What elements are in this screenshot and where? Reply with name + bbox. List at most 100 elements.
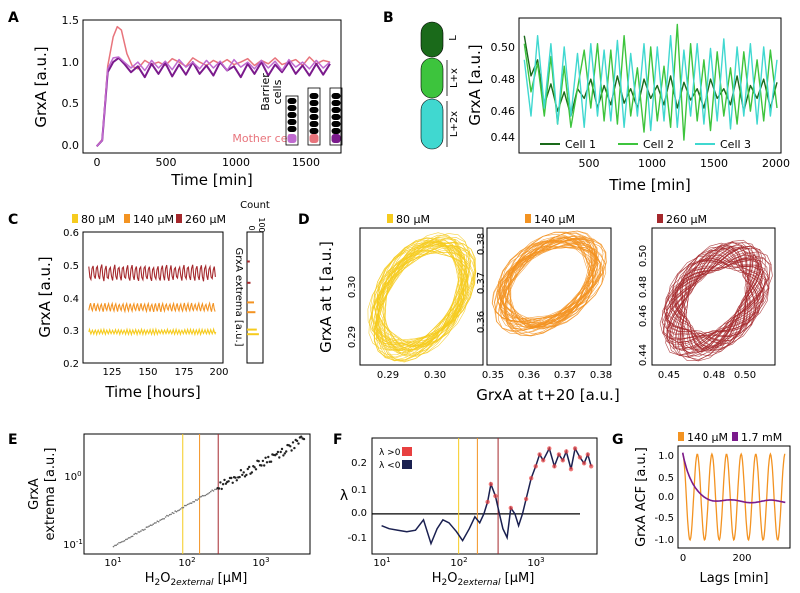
inset-barrier-label-1: Barrier	[259, 73, 272, 111]
f-lambda-positive-point	[485, 499, 490, 505]
inset-barrier-cell	[287, 112, 297, 118]
e-point	[243, 475, 247, 478]
f-lambda-positive-point	[533, 464, 538, 469]
e-point	[230, 476, 233, 480]
cell-l-plus-2x	[420, 98, 444, 150]
inset-barrier-cell	[331, 128, 341, 134]
d3-trajectory	[668, 248, 759, 343]
panel-f-axes	[371, 437, 598, 555]
panel-f-plot	[372, 438, 594, 554]
e-point	[138, 531, 141, 533]
e-point	[140, 530, 142, 532]
a-xtick-2: 1000	[222, 156, 250, 169]
c-legend-label-3: 260 μM	[185, 213, 226, 226]
d2-xtick-1: 0.36	[518, 370, 540, 381]
f-lambda-positive-point	[529, 476, 534, 481]
d3-trajectory	[679, 258, 767, 354]
d1-trajectory	[375, 242, 461, 345]
f-legend-label-2: λ <0	[379, 461, 401, 471]
e-point	[166, 514, 168, 517]
e-ylabel-1: GrxA	[27, 478, 42, 510]
d2-ytick-1: 0.37	[476, 272, 487, 294]
f-lambda-positive-point	[552, 464, 557, 469]
panel-c-ticks: 0.6 0.5 0.4 0.3 0.2 125 150 175 200	[63, 228, 228, 378]
inset-barrier-cell	[331, 93, 341, 99]
d3-trajectory	[664, 244, 752, 342]
inset-cell-columns	[285, 87, 343, 146]
c-hist-bar-1	[247, 333, 259, 336]
e-point	[263, 464, 266, 467]
d3-ytick-0: 0.44	[638, 344, 649, 366]
c-ytick-2: 0.4	[63, 294, 79, 305]
d3-trajectory	[669, 251, 759, 349]
b-series-3	[523, 35, 778, 132]
e-point	[173, 512, 175, 515]
c-hist-ylabel: GrxA extrema [a.u.]	[233, 247, 244, 346]
d2-trajectory	[505, 244, 598, 328]
d3-ytick-2: 0.48	[638, 276, 649, 298]
d1-trajectory	[369, 237, 471, 357]
d-xlabel: GrxA at t+20 [a.u.]	[476, 386, 619, 404]
e-point	[153, 522, 156, 524]
a-ytick-3: 1.5	[62, 14, 80, 27]
e-point	[184, 504, 186, 507]
inset-mother-cell-1	[287, 134, 297, 143]
panel-a-ticks: 0.0 0.5 1.0 1.5 0 500 1000 1500	[62, 14, 321, 169]
d2-trajectory	[510, 245, 598, 328]
d3-trajectory	[662, 242, 756, 342]
b-series-2	[523, 23, 778, 141]
e-point	[289, 445, 292, 448]
c-hist-bar-4	[247, 301, 254, 304]
f-ytick-3: 0.2	[351, 458, 367, 469]
panel-label-g: G	[612, 432, 624, 448]
g-legend-label-2: 1.7 mM	[741, 431, 782, 444]
panel-d-loops	[367, 230, 773, 363]
d1-xtick-1: 0.30	[424, 370, 446, 381]
c-hist-title: Count	[240, 200, 270, 211]
g-xtick-0: 0	[680, 553, 686, 564]
g-legend-label-1: 140 μM	[687, 431, 728, 444]
e-point	[192, 501, 194, 503]
a-xtick-3: 1500	[292, 156, 320, 169]
panel-c-histogram-axes	[246, 231, 264, 364]
d2-xtick-0: 0.35	[482, 370, 504, 381]
e-point	[185, 504, 187, 507]
d-subplot-2-axes	[486, 227, 612, 366]
c-series-1	[88, 327, 217, 337]
e-point	[144, 528, 146, 531]
panel-e-plot	[112, 434, 306, 554]
panel-g-legend: 140 μM 1.7 mM	[678, 431, 782, 444]
e-point	[234, 476, 237, 479]
e-point	[242, 471, 245, 474]
panel-c-histogram-bars	[247, 260, 259, 336]
e-point	[205, 493, 208, 496]
b-ytick-1: 0.46	[491, 105, 516, 118]
panel-label-a: A	[8, 10, 19, 26]
f-xtick-2: 102	[450, 556, 467, 569]
d1-trajectory	[382, 251, 468, 352]
e-point	[214, 488, 216, 491]
e-point	[175, 510, 178, 513]
e-point	[207, 492, 209, 495]
c-ytick-1: 0.3	[63, 326, 79, 337]
e-point	[295, 439, 299, 443]
e-point	[196, 499, 198, 501]
f-lambda-positive-point	[508, 505, 513, 511]
e-point	[231, 481, 234, 484]
e-point	[181, 507, 183, 509]
f-ylabel: λ	[340, 488, 348, 504]
d3-trajectory	[668, 246, 770, 356]
e-point	[280, 447, 284, 451]
d3-trajectory	[676, 260, 764, 353]
c-hist-bar-2	[247, 328, 257, 331]
inset-channel-3	[329, 87, 343, 146]
f-lambda-positive-point	[568, 467, 574, 472]
g-ylabel: GrxA ACF [a.u.]	[634, 447, 649, 547]
b-legend-label-1: Cell 1	[565, 138, 596, 151]
d-subplot-1-axes	[359, 227, 484, 366]
b-xtick-2: 1500	[700, 157, 728, 170]
e-point	[291, 441, 295, 444]
d3-trajectory	[675, 254, 763, 349]
d2-trajectory	[504, 239, 599, 327]
